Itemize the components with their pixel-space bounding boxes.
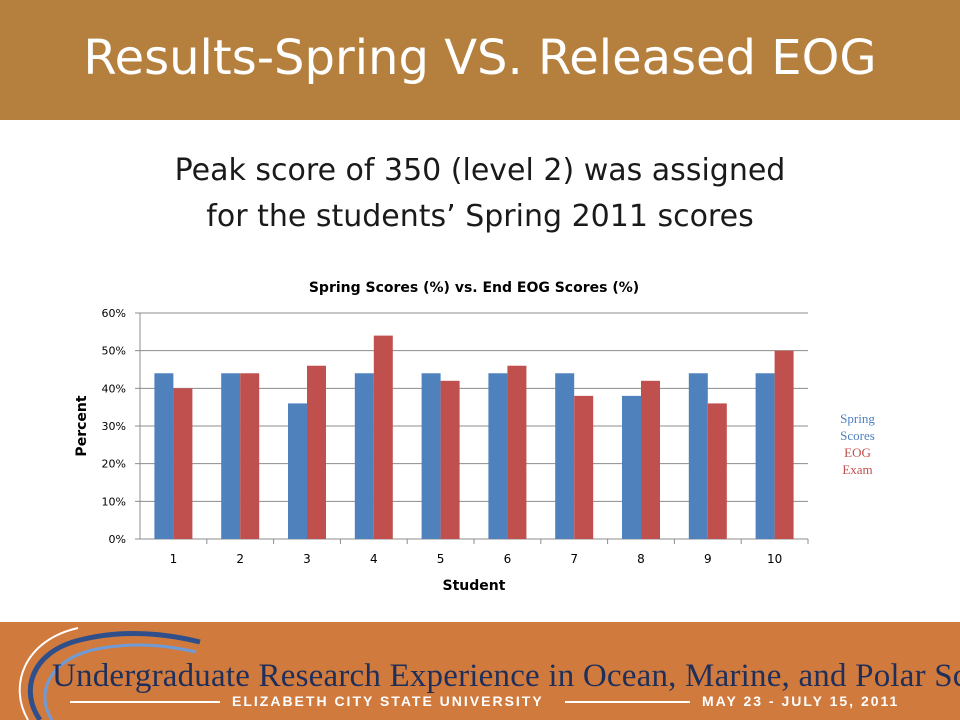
x-tick-label: 7: [570, 552, 578, 566]
legend-series-2-line-1: EOG: [844, 445, 871, 460]
bar-series-1-student-5: [421, 373, 441, 539]
title-bar: Results-Spring VS. Released EOG: [0, 0, 960, 120]
x-tick-label: 5: [437, 552, 445, 566]
bar-series-2-student-1: [173, 388, 193, 539]
x-tick-label: 1: [170, 552, 178, 566]
y-tick-label: 60%: [102, 307, 126, 320]
x-tick-label: 3: [303, 552, 311, 566]
y-axis-label: Percent: [74, 395, 90, 456]
legend-series-2-line-2: Exam: [842, 462, 873, 477]
bar-chart: Spring Scores (%) vs. End EOG Scores (%)…: [74, 280, 809, 594]
bar-series-1-student-7: [555, 373, 575, 539]
x-axis-label: Student: [443, 578, 506, 594]
bar-series-2-student-2: [240, 373, 260, 539]
bar-series-1-student-6: [488, 373, 508, 539]
x-tick-label: 8: [637, 552, 645, 566]
bar-series-2-student-10: [774, 350, 794, 539]
subtitle-line-1: Peak score of 350 (level 2) was assigned: [174, 153, 786, 188]
x-tick-label: 10: [767, 552, 782, 566]
divider-middle: [565, 701, 690, 703]
ocean-wave-logo: [18, 627, 201, 720]
y-tick-label: 40%: [102, 382, 126, 395]
slide-subtitle: Peak score of 350 (level 2) was assigned…: [120, 148, 840, 240]
bar-series-2-student-3: [307, 365, 326, 539]
y-tick-label: 10%: [102, 495, 126, 508]
bar-series-1-student-2: [221, 373, 241, 539]
bar-series-2-student-8: [641, 380, 660, 539]
bar-series-1-student-3: [288, 403, 307, 539]
x-tick-label: 4: [370, 552, 378, 566]
bar-series-1-student-9: [688, 373, 708, 539]
x-tick-label: 9: [704, 552, 712, 566]
program-dates: MAY 23 - JULY 15, 2011: [702, 693, 900, 709]
y-tick-label: 50%: [102, 345, 126, 358]
x-tick-label: 2: [236, 552, 244, 566]
bar-series-2-student-6: [507, 365, 527, 539]
university-name: ELIZABETH CITY STATE UNIVERSITY: [232, 693, 544, 709]
bar-series-1-student-4: [354, 373, 374, 539]
legend-series-1-line-1: Spring: [840, 411, 875, 426]
footer-banner: Undergraduate Research Experience in Oce…: [0, 622, 960, 720]
bar-series-2-student-4: [373, 335, 393, 539]
program-name: Undergraduate Research Experience in Oce…: [52, 658, 960, 694]
y-tick-label: 30%: [102, 420, 126, 433]
bar-series-1-student-10: [755, 373, 775, 539]
bar-series-1-student-1: [154, 373, 174, 539]
subtitle-line-2: for the students’ Spring 2011 scores: [206, 199, 754, 234]
bar-series-2-student-7: [574, 395, 594, 539]
x-tick-label: 6: [504, 552, 512, 566]
chart-title: Spring Scores (%) vs. End EOG Scores (%): [309, 280, 639, 296]
slide-title: Results-Spring VS. Released EOG: [83, 30, 877, 86]
divider-left: [70, 701, 220, 703]
y-tick-label: 0%: [109, 533, 126, 546]
legend-series-1-line-2: Scores: [840, 428, 875, 443]
y-tick-label: 20%: [102, 458, 126, 471]
bar-series-2-student-9: [707, 403, 727, 539]
chart-legend: Spring Scores EOG Exam: [820, 410, 895, 478]
bar-series-2-student-5: [440, 380, 460, 539]
bar-series-1-student-8: [622, 395, 641, 539]
